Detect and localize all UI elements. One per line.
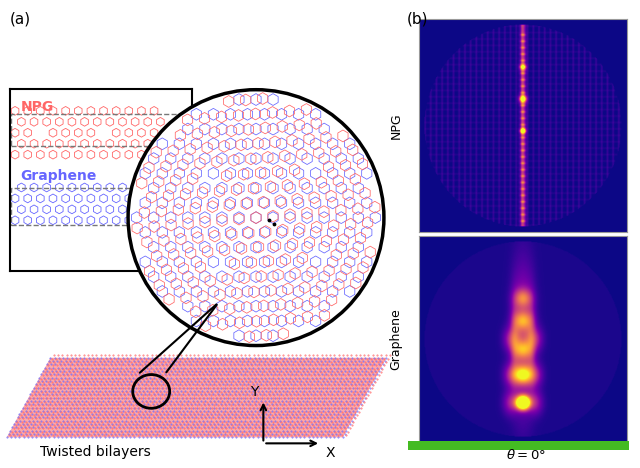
Text: NPG: NPG: [390, 112, 403, 139]
Bar: [12, 189, 188, 225]
Bar: [12, 114, 188, 146]
Text: (a): (a): [10, 12, 31, 27]
Text: X: X: [325, 446, 335, 460]
Text: Twisted bilayers: Twisted bilayers: [40, 445, 151, 459]
Text: Y: Y: [250, 385, 259, 399]
Text: Graphene: Graphene: [20, 169, 97, 183]
Polygon shape: [6, 358, 387, 438]
Text: (b): (b): [406, 12, 428, 27]
Text: $\theta = 0°$: $\theta = 0°$: [506, 448, 547, 462]
Text: NPG: NPG: [20, 100, 54, 114]
Circle shape: [128, 90, 384, 345]
Text: Graphene: Graphene: [390, 308, 403, 370]
